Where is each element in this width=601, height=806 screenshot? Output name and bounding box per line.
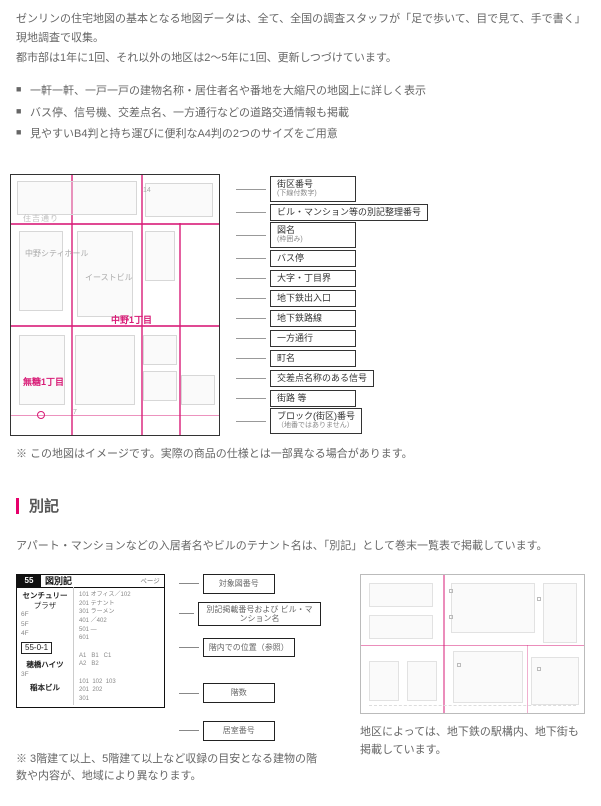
subway-map [360,574,585,714]
legend-item: 一方通行 [236,328,428,348]
legend-item: 階内での位置（参照） [203,638,295,658]
legend-item: 対象図番号 [203,574,275,594]
bldg-label: イーストビル [85,271,133,285]
bldg-name: 穂橋ハイツ [21,660,69,670]
head-sub: ページ [140,576,159,587]
legend-item: 大字・丁目界 [236,268,428,288]
chome-label: 無糖1丁目 [23,375,64,390]
appendix-right: 地区によっては、地下鉄の駅構内、地下街も掲載しています。 [360,574,585,786]
street-label: 住吉通り [23,212,59,226]
bldg-name: センチュリー [21,591,69,601]
legend-item: 階数 [203,683,275,703]
appendix-right-note: 地区によっては、地下鉄の駅構内、地下街も掲載しています。 [360,724,585,759]
bldg-label: 中野シティホール [25,247,89,261]
legend-item: 街路 等 [236,388,428,408]
bekki-id: 55-0-1 [21,642,52,654]
legend-item: 居室番号 [203,721,275,741]
appendix-row: 55 図別記 ページ センチュリー プラザ 6F5F4F 55-0-1 穂橋ハイ… [16,574,585,786]
legend-item: 地下鉄路線 [236,308,428,328]
map-circle-icon [37,411,45,419]
appendix-left-note: ※ 3階建て以上、5階建て以上など収録の目安となる建物の階数や内容が、地域により… [16,751,321,786]
lede-p1: ゼンリンの住宅地図の基本となる地図データは、全て、全国の調査スタッフが「足で歩い… [16,10,585,47]
legend-item: バス停 [236,248,428,268]
lede-p2: 都市部は1年に1回、それ以外の地区は2～5年に1回、更新しつづけています。 [16,49,585,68]
feature-item: バス停、信号機、交差点名、一方通行などの道路交通情報も掲載 [16,104,585,123]
lede: ゼンリンの住宅地図の基本となる地図データは、全て、全国の調査スタッフが「足で歩い… [16,10,585,68]
legend-item: 交差点名称のある信号 [236,368,428,388]
zubetsu-table: 55 図別記 ページ センチュリー プラザ 6F5F4F 55-0-1 穂橋ハイ… [16,574,165,708]
legend-item: ビル・マンション等の別記整理番号 [236,202,428,222]
legend-item: 町名 [236,348,428,368]
feature-list: 一軒一軒、一戸一戸の建物名称・居住者名や番地を大縮尺の地図上に詳しく表示 バス停… [16,82,585,144]
legend-item: 別記掲載番号および ビル・マンション名 [198,602,321,626]
legend-item: 地下鉄出入口 [236,288,428,308]
appendix-lede: アパート・マンションなどの入居者名やビルのテナント名は、「別記」として巻末一覧表… [16,537,585,556]
head-num: 55 [17,575,41,587]
appendix-left: 55 図別記 ページ センチュリー プラザ 6F5F4F 55-0-1 穂橋ハイ… [16,574,321,786]
bldg-name: プラザ [21,601,69,611]
zubetsu-legend: 対象図番号 別記掲載番号および ビル・マンション名 階内での位置（参照） 階数 … [179,574,321,741]
feature-item: 一軒一軒、一戸一戸の建物名称・居住者名や番地を大縮尺の地図上に詳しく表示 [16,82,585,101]
map-note: ※ この地図はイメージです。実際の商品の仕様とは一部異なる場合があります。 [16,446,585,464]
chome-label: 中野1丁目 [111,313,152,328]
legend-item: 街区番号(下線付数字) [236,176,428,202]
map-figure: 住吉通り 中野シティホール イーストビル 中野1丁目 無糖1丁目 14 7 街区… [10,174,585,436]
legend-item: ブロック(街区)番号（地番ではありません） [236,408,428,434]
feature-item: 見やすいB4判と持ち運びに便利なA4判の2つのサイズをご用意 [16,125,585,144]
tenant-list: 101 オフィス／102201 テナント301 ラーメン401 ／402501 … [79,591,160,704]
bldg-name: 稲本ビル [21,683,69,693]
legend-item: 図名(枠囲み) [236,222,428,248]
sample-map: 住吉通り 中野シティホール イーストビル 中野1丁目 無糖1丁目 14 7 [10,174,220,436]
section-heading-bekki: 別記 [16,494,585,520]
map-legend: 街区番号(下線付数字) ビル・マンション等の別記整理番号 図名(枠囲み) バス停… [236,174,428,434]
